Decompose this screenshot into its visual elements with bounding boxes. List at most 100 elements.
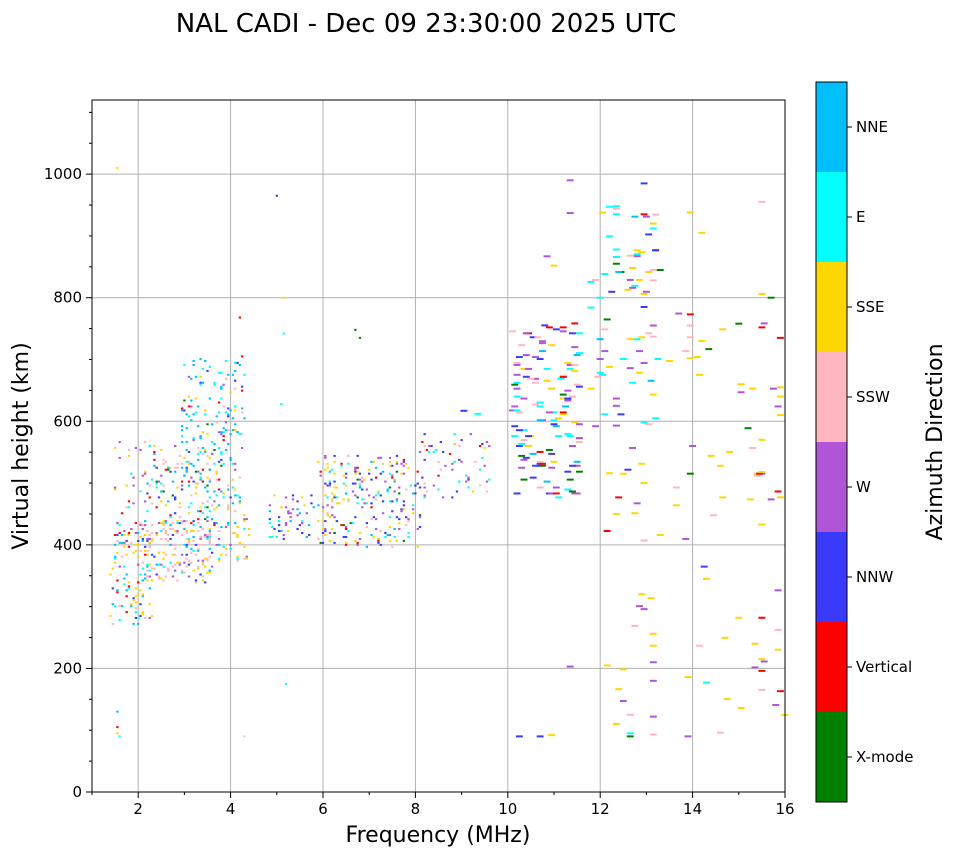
data-point [328, 470, 332, 473]
data-point [185, 427, 188, 430]
data-point [548, 387, 556, 390]
data-point [113, 446, 117, 449]
data-point [776, 336, 784, 339]
data-point [132, 597, 135, 600]
data-point [229, 433, 232, 436]
data-point [455, 490, 459, 493]
data-point [407, 520, 410, 523]
data-point [194, 492, 198, 495]
data-point [268, 504, 272, 507]
data-point [153, 567, 156, 570]
data-point [458, 480, 461, 483]
data-point [432, 450, 436, 453]
data-point [379, 472, 382, 475]
data-point [178, 502, 181, 505]
data-point [141, 579, 144, 582]
data-point [686, 472, 694, 475]
data-point [113, 557, 117, 560]
data-point [199, 472, 202, 475]
data-point [167, 539, 170, 542]
data-point [296, 514, 299, 517]
data-point [222, 435, 225, 438]
data-point [192, 530, 195, 533]
data-point [111, 567, 114, 570]
data-point [194, 543, 198, 546]
data-point [134, 607, 138, 610]
data-point [365, 526, 369, 529]
data-point [206, 476, 209, 479]
data-point [379, 494, 382, 497]
data-point [157, 496, 161, 499]
data-point [227, 484, 230, 487]
data-point [696, 373, 703, 376]
data-point [178, 506, 181, 509]
data-point [280, 402, 283, 405]
data-point [134, 617, 138, 619]
data-point [176, 561, 179, 564]
data-point [190, 476, 193, 479]
data-point [127, 454, 131, 457]
data-point [520, 478, 528, 481]
data-point [208, 530, 211, 533]
data-point [527, 377, 535, 380]
data-point [132, 599, 135, 602]
x-tick-label: 8 [411, 800, 421, 818]
data-point [282, 296, 285, 299]
data-point [538, 464, 546, 467]
data-point [180, 435, 184, 438]
data-point [513, 409, 521, 412]
data-point [402, 500, 406, 503]
data-point [153, 555, 156, 558]
data-point [125, 553, 128, 556]
data-point [180, 522, 184, 525]
data-point [132, 502, 135, 505]
colorbar-tick-label: NNE [856, 118, 888, 136]
data-point [238, 363, 241, 366]
data-point [377, 456, 380, 459]
data-point [324, 482, 327, 485]
data-point [187, 405, 191, 408]
data-point [199, 450, 202, 453]
data-point [201, 559, 205, 562]
data-point [753, 474, 761, 477]
data-point [379, 530, 382, 533]
data-point [134, 601, 138, 604]
data-point [522, 456, 530, 459]
data-point [234, 532, 237, 534]
data-point [358, 472, 362, 475]
data-point [548, 492, 556, 495]
data-point [532, 464, 539, 467]
data-point [157, 522, 161, 525]
data-point [141, 613, 144, 616]
data-point [206, 535, 209, 538]
data-point [236, 533, 239, 536]
data-point [485, 480, 489, 483]
data-point [550, 419, 558, 422]
data-point [130, 541, 133, 544]
data-point [210, 551, 214, 554]
data-point [164, 520, 168, 523]
data-point [774, 405, 782, 408]
data-point [552, 492, 560, 495]
data-point [217, 446, 221, 449]
data-point [127, 587, 131, 590]
data-point [441, 496, 445, 499]
data-point [192, 549, 195, 552]
data-point [301, 520, 304, 523]
data-point [206, 516, 209, 519]
data-point [176, 486, 179, 489]
data-point [192, 539, 195, 542]
data-point [199, 375, 202, 378]
data-point [125, 484, 128, 487]
data-point [465, 480, 468, 483]
data-point [227, 413, 230, 416]
data-point [435, 448, 438, 451]
data-point [220, 431, 223, 434]
data-point [190, 561, 193, 564]
data-point [190, 399, 193, 402]
data-point [204, 409, 207, 412]
data-point [612, 207, 620, 210]
data-point [213, 462, 216, 465]
data-point [199, 383, 202, 386]
data-point [702, 681, 710, 684]
